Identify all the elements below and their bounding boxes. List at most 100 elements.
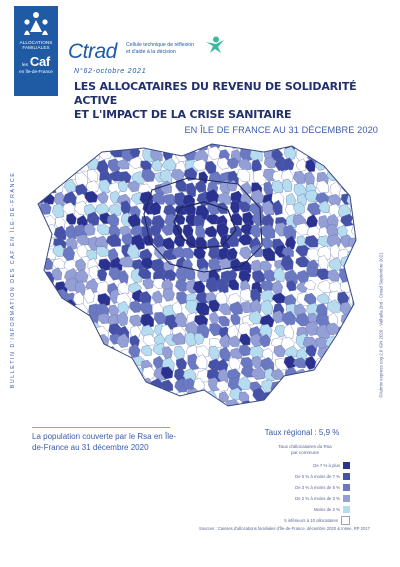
commune-area [326, 378, 339, 396]
commune-area [54, 347, 69, 361]
commune-area [74, 354, 86, 368]
commune-area [227, 170, 239, 185]
commune-area [152, 400, 164, 406]
commune-area [174, 312, 187, 328]
commune-area [40, 312, 52, 325]
commune-area [283, 224, 297, 241]
commune-area [116, 158, 130, 170]
commune-area [159, 169, 173, 184]
commune-area [139, 402, 150, 406]
commune-area [82, 346, 95, 361]
commune-area [250, 288, 261, 304]
region-outline [37, 143, 357, 407]
commune-area [83, 222, 96, 236]
commune-area [259, 333, 271, 348]
commune-area [50, 398, 63, 406]
commune-area [38, 232, 45, 247]
commune-area [42, 289, 53, 304]
commune-area [106, 213, 120, 227]
commune-area [272, 310, 285, 324]
commune-area [308, 393, 319, 404]
commune-area [85, 388, 99, 402]
commune-area [218, 257, 232, 269]
commune-area [153, 333, 166, 346]
commune-area [38, 325, 44, 340]
commune-area [97, 268, 108, 281]
map-credit-text: ©Admin express cog 2.0 IGN 2020 - Valhal… [378, 252, 384, 398]
commune-area [327, 269, 340, 282]
commune-area [53, 366, 64, 379]
commune-area [293, 201, 305, 215]
commune-area [340, 313, 356, 327]
commune-area [226, 157, 240, 170]
commune-area [318, 200, 330, 214]
commune-area [77, 403, 90, 406]
commune-area [42, 343, 55, 357]
commune-area [204, 225, 218, 238]
commune-area [38, 357, 43, 372]
commune-area [140, 216, 152, 227]
commune-area [338, 367, 350, 382]
commune-area [129, 314, 143, 327]
commune-area [52, 258, 65, 270]
page-title: LES ALLOCATAIRES DU REVENU DE SOLIDARITÉ… [74, 80, 374, 122]
commune-area [109, 355, 121, 369]
commune-area [329, 367, 345, 379]
commune-area [108, 203, 123, 217]
commune-area [205, 399, 218, 406]
commune-area [319, 370, 330, 384]
commune-area [283, 355, 296, 369]
commune-area [208, 338, 222, 349]
commune-area [347, 379, 356, 394]
commune-area [97, 191, 109, 204]
commune-area [336, 400, 351, 406]
commune-area [328, 392, 344, 403]
commune-area [52, 378, 66, 395]
ile-de-france-map [37, 143, 357, 407]
commune-area [303, 280, 316, 290]
commune-area [227, 335, 241, 347]
choropleth-map [32, 138, 362, 415]
commune-area [41, 389, 56, 405]
commune-area [239, 288, 254, 302]
commune-area [260, 357, 275, 372]
commune-area [42, 144, 57, 151]
commune-area [305, 344, 317, 357]
commune-area [273, 344, 286, 357]
commune-area [38, 146, 46, 161]
commune-area [38, 227, 44, 240]
commune-area [259, 289, 275, 304]
commune-area [38, 167, 46, 180]
commune-area [96, 355, 110, 369]
commune-area [140, 344, 152, 356]
commune-area [316, 379, 329, 392]
commune-area [227, 247, 238, 261]
commune-area [107, 181, 122, 195]
commune-area [141, 168, 156, 182]
commune-area [38, 257, 42, 273]
commune-area [129, 144, 143, 150]
commune-area [94, 346, 109, 361]
commune-area [227, 399, 240, 406]
commune-area [94, 389, 106, 403]
commune-area [249, 345, 265, 360]
commune-area [305, 158, 316, 172]
ctrad-tagline-line-2: et d'aide à la décision [126, 49, 176, 55]
commune-area [38, 291, 44, 306]
logo-line-2: FAMILIALES [22, 45, 50, 50]
commune-area [96, 224, 111, 236]
commune-area [272, 199, 283, 216]
commune-area [72, 334, 85, 346]
commune-area [348, 356, 356, 370]
commune-area [282, 387, 298, 401]
commune-area [94, 368, 107, 382]
commune-area [38, 334, 43, 349]
commune-area [162, 193, 178, 206]
commune-area [116, 333, 130, 348]
commune-area [260, 299, 273, 315]
commune-area [126, 244, 140, 259]
commune-area [282, 178, 293, 192]
commune-area [43, 324, 55, 339]
commune-area [262, 348, 274, 360]
commune-area [142, 278, 155, 290]
